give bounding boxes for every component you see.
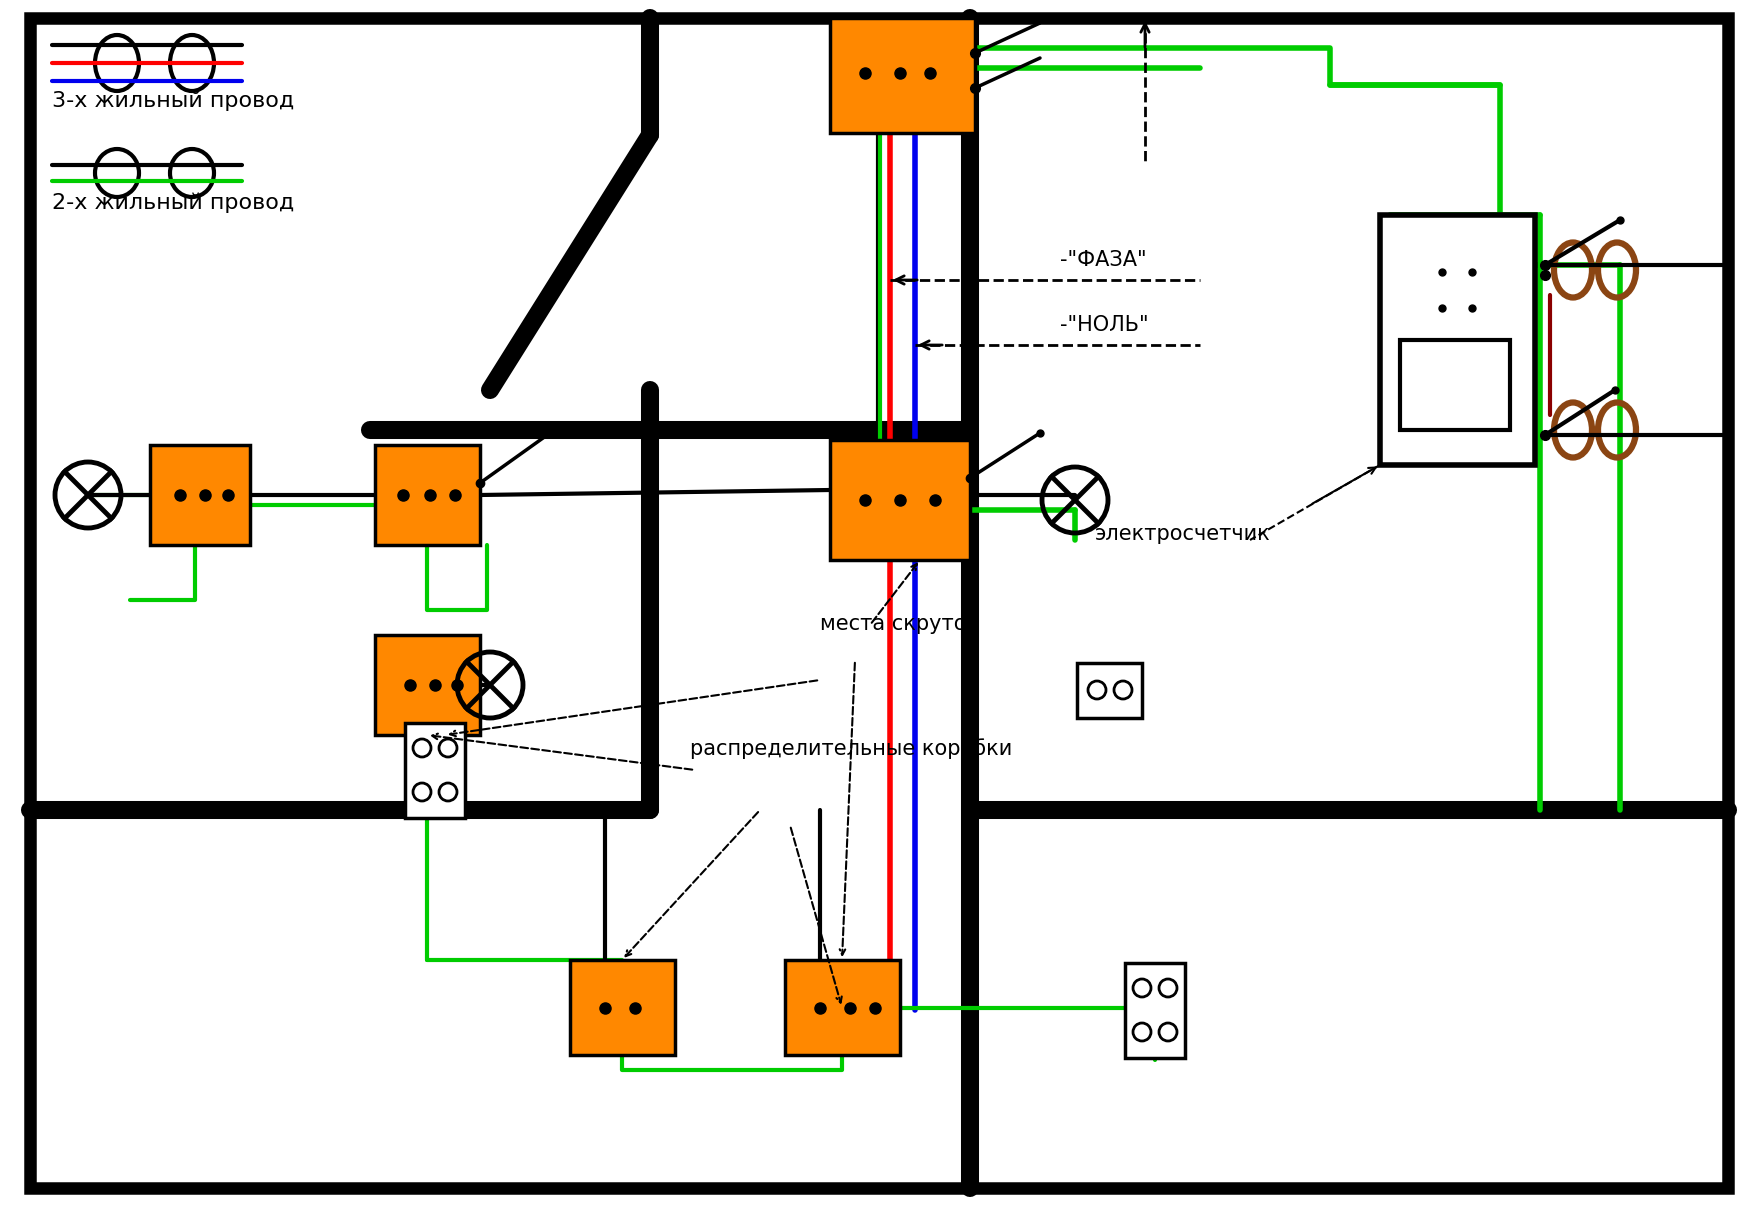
Text: распределительные коробки: распределительные коробки (690, 739, 1011, 759)
Bar (830, 18, 974, 133)
Bar (784, 960, 900, 1056)
Bar (830, 440, 969, 560)
Bar (376, 635, 479, 735)
Bar (1078, 663, 1143, 717)
Bar (1125, 963, 1185, 1058)
Bar (405, 723, 465, 817)
Bar (149, 445, 249, 545)
Text: -"НОЛЬ": -"НОЛЬ" (1060, 315, 1148, 335)
Text: 3-х жильный провод: 3-х жильный провод (53, 90, 295, 111)
Text: -"ФАЗА": -"ФАЗА" (1060, 249, 1146, 270)
Bar (376, 445, 479, 545)
Bar (570, 960, 674, 1056)
Bar (1399, 340, 1509, 430)
Text: места скруток: места скруток (820, 615, 979, 634)
Text: электросчетчик: электросчетчик (1095, 524, 1271, 543)
Text: 2-х жильный провод: 2-х жильный провод (53, 193, 295, 213)
Bar (1379, 214, 1534, 465)
